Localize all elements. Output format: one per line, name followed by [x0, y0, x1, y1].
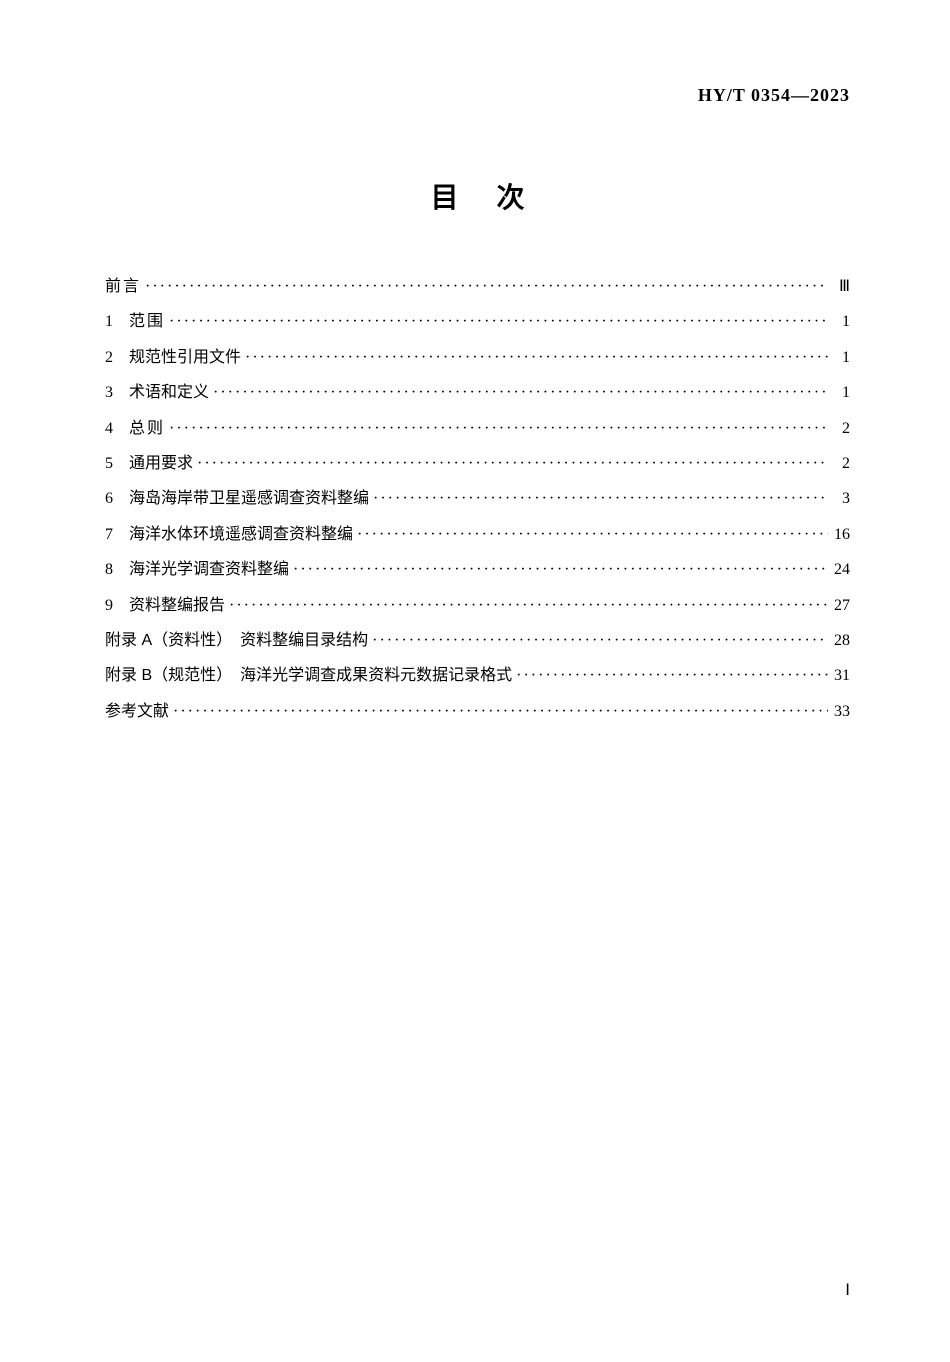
table-of-contents: 前言Ⅲ1 范围12 规范性引用文件13 术语和定义14 总则25 通用要求26 … — [105, 276, 850, 723]
toc-entry-number: 7 — [105, 524, 129, 546]
toc-entry-number: 1 — [105, 311, 129, 333]
toc-entry-number: 4 — [105, 418, 129, 440]
toc-entry-page: 24 — [828, 559, 850, 581]
toc-entry-page: Ⅲ — [828, 276, 850, 298]
standard-code: HY/T 0354—2023 — [105, 85, 850, 106]
toc-entry-page: 31 — [828, 665, 850, 687]
toc-entry-label: 海岛海岸带卫星遥感调查资料整编 — [129, 488, 369, 510]
toc-entry: 6 海岛海岸带卫星遥感调查资料整编 3 — [105, 488, 850, 510]
toc-leader-dots — [289, 559, 828, 581]
toc-leader-dots — [165, 311, 828, 333]
toc-leader-dots — [369, 488, 828, 510]
toc-entry-label: 海洋水体环境遥感调查资料整编 — [129, 524, 353, 546]
toc-entry: 前言 Ⅲ — [105, 276, 850, 298]
toc-entry: 9 资料整编报告 27 — [105, 595, 850, 617]
toc-entry-page: 2 — [828, 418, 850, 440]
toc-leader-dots — [368, 630, 828, 652]
toc-entry: 2 规范性引用文件 1 — [105, 347, 850, 369]
toc-entry-label: 前言 — [105, 276, 141, 298]
page-title: 目次 — [105, 176, 850, 216]
toc-entry-page: 28 — [828, 630, 850, 652]
toc-entry-page: 33 — [828, 701, 850, 723]
toc-entry-number: 2 — [105, 347, 129, 369]
toc-entry-label: 参考文献 — [105, 701, 169, 723]
toc-entry: 4 总则 2 — [105, 418, 850, 440]
toc-entry-number: 9 — [105, 595, 129, 617]
toc-entry-label: 海洋光学调查资料整编 — [129, 559, 289, 581]
toc-entry-label: 附录 A（资料性） 资料整编目录结构 — [105, 630, 368, 652]
toc-entry: 5 通用要求 2 — [105, 453, 850, 475]
toc-leader-dots — [241, 347, 828, 369]
toc-entry: 1 范围1 — [105, 311, 850, 333]
toc-leader-dots — [193, 453, 828, 475]
toc-leader-dots — [141, 276, 828, 298]
toc-entry-label: 术语和定义 — [129, 382, 209, 404]
toc-entry-label: 通用要求 — [129, 453, 193, 475]
toc-entry-page: 3 — [828, 488, 850, 510]
toc-leader-dots — [512, 665, 828, 687]
document-page: HY/T 0354—2023 目次 前言Ⅲ1 范围12 规范性引用文件13 术语… — [0, 0, 950, 1362]
toc-entry: 附录 A（资料性） 资料整编目录结构 28 — [105, 630, 850, 652]
toc-entry: 3 术语和定义 1 — [105, 382, 850, 404]
toc-entry-page: 1 — [828, 382, 850, 404]
toc-entry-label: 范围 — [129, 311, 165, 333]
toc-entry-number: 8 — [105, 559, 129, 581]
toc-entry-page: 1 — [828, 311, 850, 333]
toc-entry-number: 5 — [105, 453, 129, 475]
toc-entry-label: 资料整编报告 — [129, 595, 225, 617]
page-number: Ⅰ — [845, 1280, 850, 1300]
toc-entry-page: 16 — [828, 524, 850, 546]
toc-leader-dots — [225, 595, 828, 617]
toc-entry-label: 规范性引用文件 — [129, 347, 241, 369]
toc-leader-dots — [209, 382, 828, 404]
toc-entry: 7 海洋水体环境遥感调查资料整编 16 — [105, 524, 850, 546]
toc-entry: 附录 B（规范性） 海洋光学调查成果资料元数据记录格式 31 — [105, 665, 850, 687]
toc-entry-label: 总则 — [129, 418, 165, 440]
toc-entry-page: 2 — [828, 453, 850, 475]
toc-entry: 8 海洋光学调查资料整编 24 — [105, 559, 850, 581]
toc-entry-page: 1 — [828, 347, 850, 369]
toc-entry-number: 3 — [105, 382, 129, 404]
toc-entry: 参考文献 33 — [105, 701, 850, 723]
toc-entry-number: 6 — [105, 488, 129, 510]
toc-leader-dots — [169, 701, 828, 723]
toc-leader-dots — [353, 524, 828, 546]
toc-entry-label: 附录 B（规范性） 海洋光学调查成果资料元数据记录格式 — [105, 665, 512, 687]
toc-entry-page: 27 — [828, 595, 850, 617]
toc-leader-dots — [165, 418, 828, 440]
